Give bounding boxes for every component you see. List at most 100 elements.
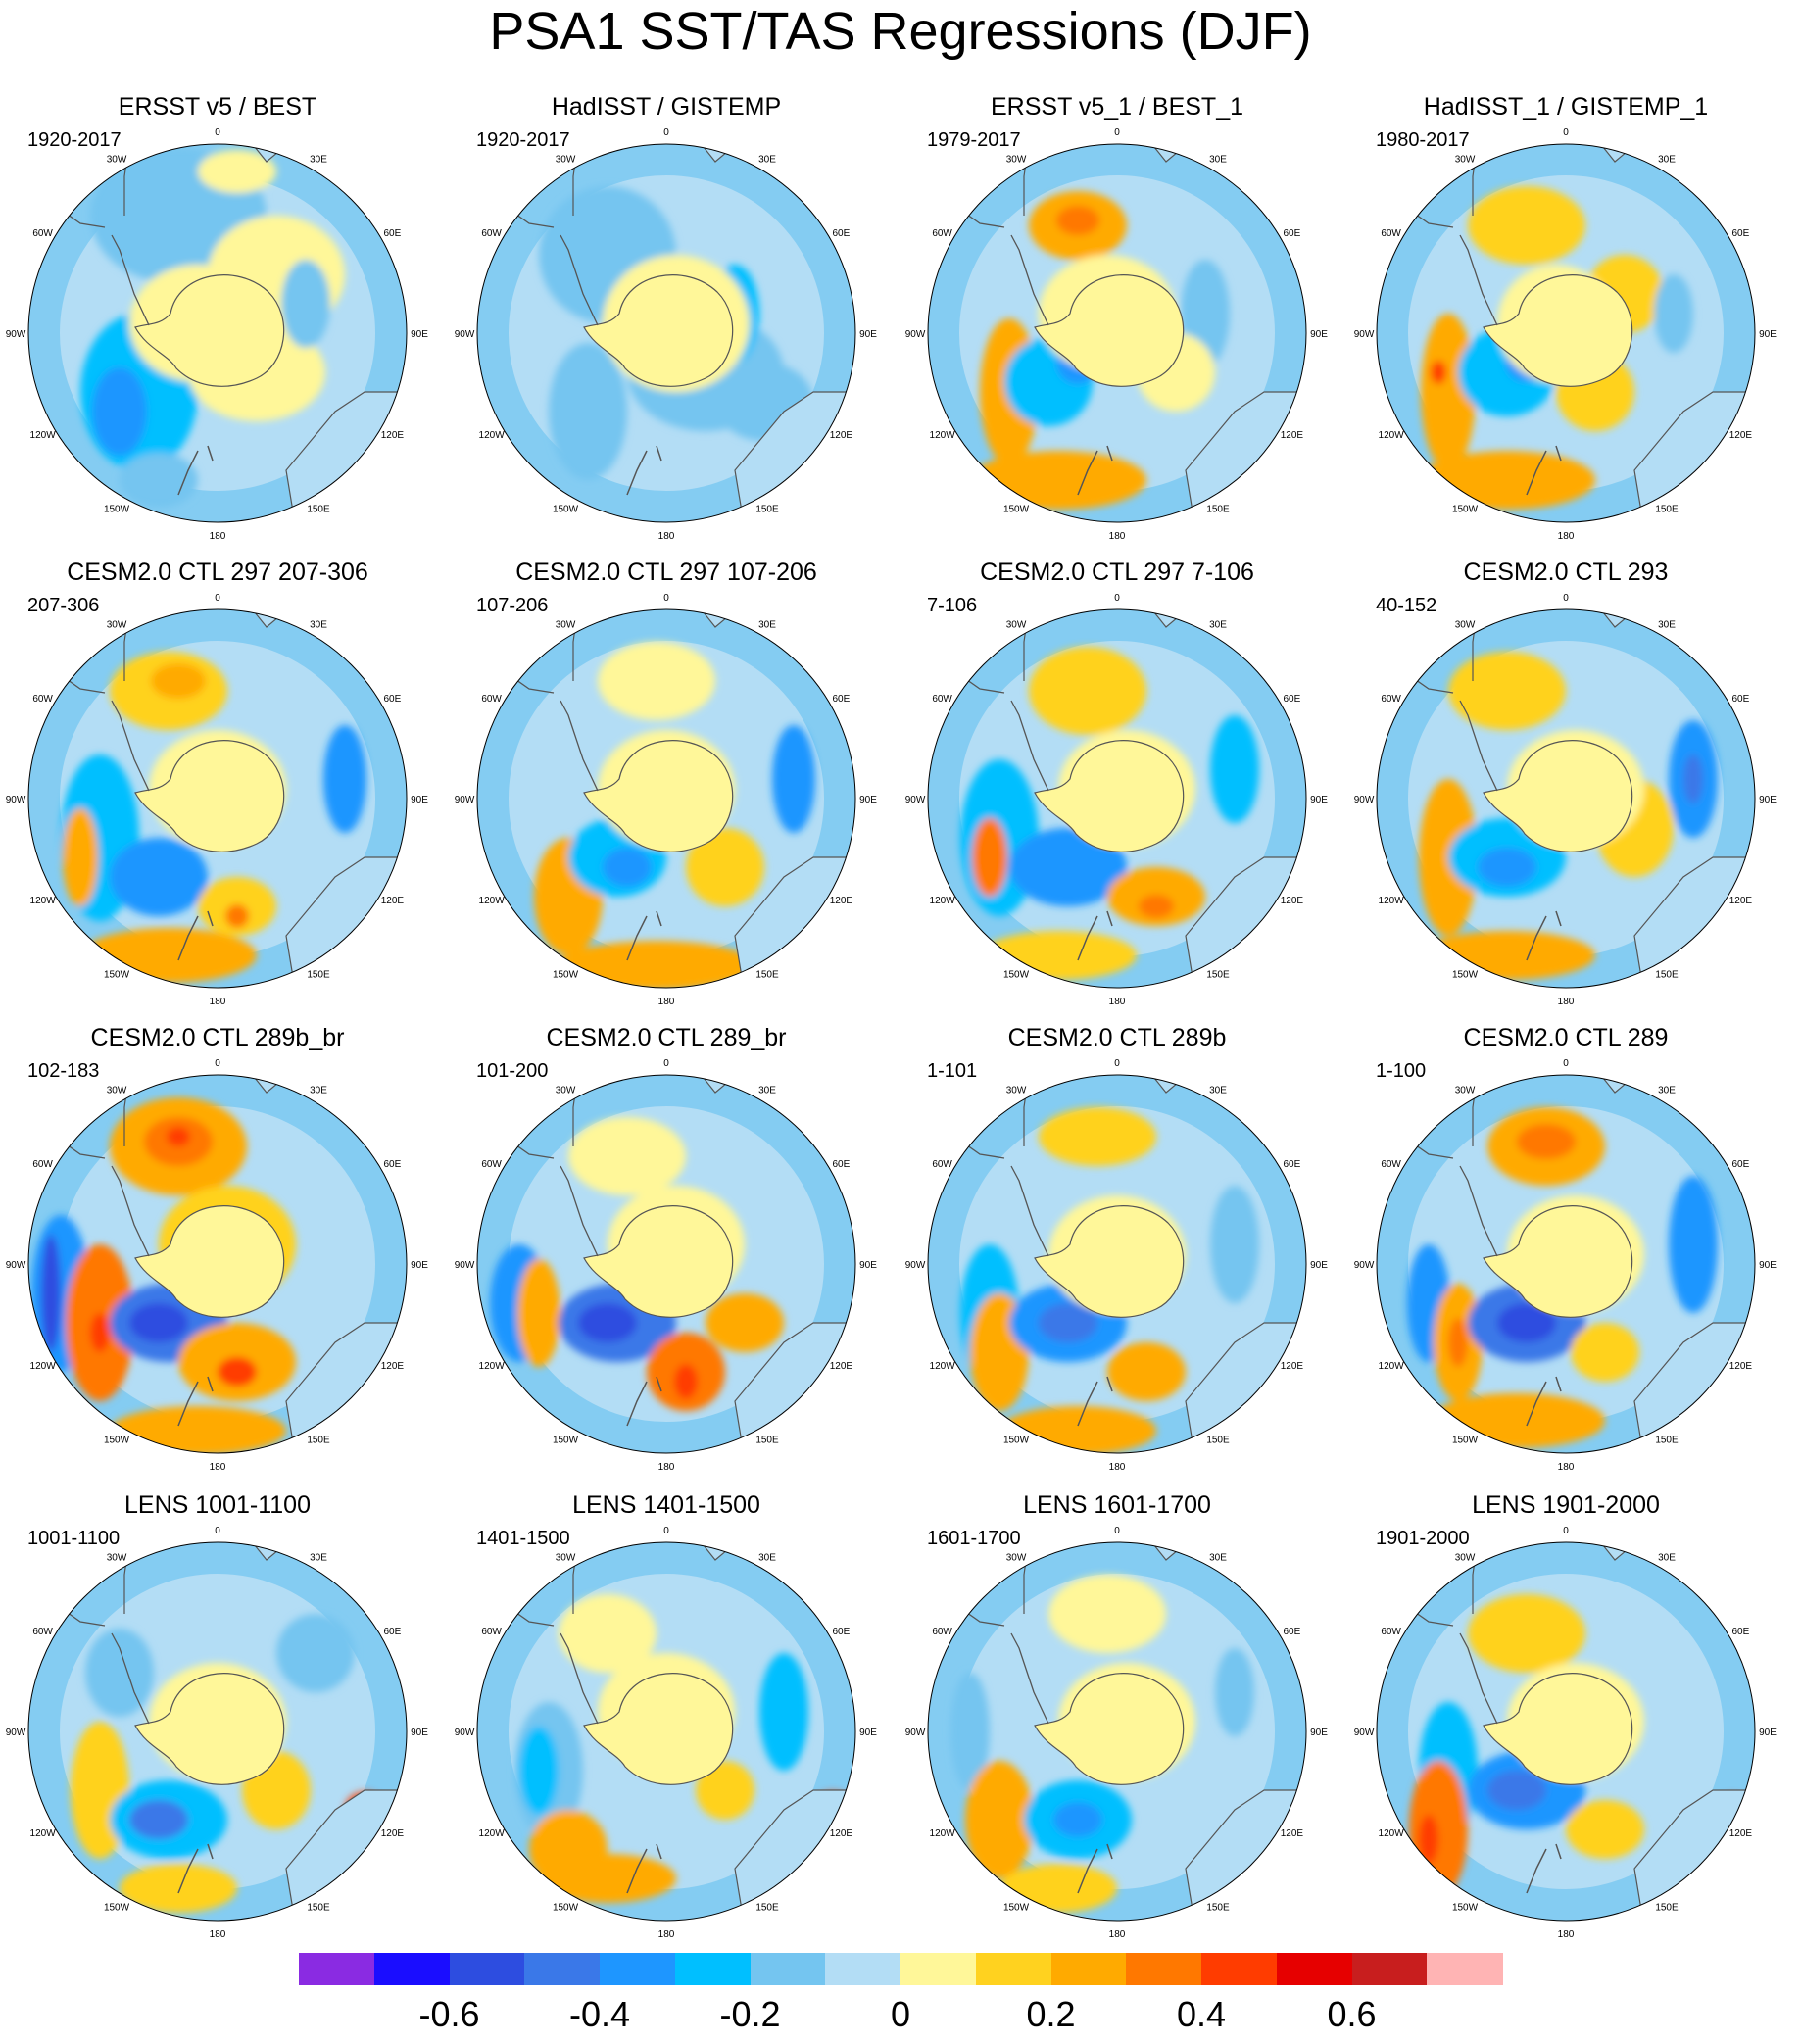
longitude-label: 30W: [1006, 1086, 1027, 1096]
main-title: PSA1 SST/TAS Regressions (DJF): [489, 2, 1312, 61]
longitude-label: 30W: [1455, 620, 1476, 631]
contour-region: [598, 642, 715, 720]
colorbar-swatch: [750, 1953, 826, 1985]
contour-region: [965, 1761, 1034, 1878]
longitude-label: 30E: [758, 1553, 776, 1564]
map-panel: 0 30E 60E 90E 120E 150E 180 150W 120W 90W 60W 30W Ha…: [1354, 93, 1777, 542]
contour-region: [1468, 1594, 1585, 1673]
longitude-label: 150W: [553, 969, 579, 980]
longitude-label: 120W: [1379, 1828, 1405, 1839]
longitude-label: 150E: [1206, 504, 1230, 514]
panel-period: 1-100: [1376, 1060, 1427, 1082]
longitude-label: 150W: [553, 1435, 579, 1445]
contour-region: [970, 451, 1146, 510]
new-zealand-coast: [626, 445, 662, 496]
longitude-label: 60E: [1732, 1159, 1750, 1170]
longitude-label: 60W: [32, 228, 53, 239]
contour-region: [549, 343, 627, 480]
longitude-label: 30E: [310, 620, 327, 631]
longitude-label: 120E: [1281, 1828, 1304, 1839]
contour-region: [559, 1594, 657, 1673]
longitude-label: 150W: [104, 1902, 130, 1913]
contour-region: [519, 1727, 559, 1815]
longitude-label: 30E: [1209, 155, 1227, 166]
longitude-label: 0: [1114, 127, 1120, 138]
longitude-label: 0: [663, 1058, 669, 1069]
longitude-label: 90W: [1354, 795, 1375, 805]
polar-map: 0 30E 60E 90E 120E 150E 180 150W 120W 90W 60W 30W: [1354, 1058, 1777, 1473]
colorbar-tick-label: -0.2: [719, 1994, 781, 2034]
polar-map: 0 30E 60E 90E 120E 150E 180 150W 120W 90W 60W 30W: [455, 1526, 878, 1940]
colorbar-swatch: [1351, 1953, 1428, 1985]
antarctic-peninsula: [560, 700, 599, 792]
contour-region: [1419, 1815, 1438, 1864]
contour-region: [198, 150, 276, 193]
map-boundary: [27, 1541, 408, 1922]
panel-period: 102-183: [27, 1060, 100, 1082]
panel-title: CESM2.0 CTL 289b_br: [90, 1024, 345, 1051]
longitude-label: 60E: [1732, 1627, 1750, 1637]
polar-map: 0 30E 60E 90E 120E 150E 180 150W 120W 90W 60W 30W: [1354, 1526, 1777, 1940]
contour-region: [1431, 361, 1446, 384]
contour-region: [41, 1235, 61, 1352]
panel-period: 1-101: [927, 1060, 978, 1082]
antarctica-landmass: [583, 740, 734, 852]
map-panel: 0 30E 60E 90E 120E 150E 180 150W 120W 90W 60W 30W LE…: [455, 1491, 878, 1940]
contour-region: [1029, 647, 1146, 735]
contour-region: [1478, 848, 1536, 887]
new-zealand-coast: [177, 445, 214, 496]
longitude-label: 120E: [1281, 1361, 1304, 1372]
longitude-label: 180: [1109, 1929, 1126, 1940]
longitude-label: 0: [1563, 1058, 1569, 1069]
panel-period: 1001-1100: [27, 1528, 121, 1549]
new-zealand-coast: [626, 910, 662, 961]
panel-title: LENS 1001-1100: [124, 1491, 311, 1519]
contour-region: [1419, 451, 1595, 510]
colorbar-swatch: [1126, 1953, 1202, 1985]
longitude-label: 150W: [553, 504, 579, 514]
longitude-label: 60E: [1284, 694, 1301, 705]
map-boundary: [476, 1074, 856, 1454]
panel-period: 40-152: [1376, 595, 1437, 616]
longitude-label: 180: [210, 1462, 226, 1473]
longitude-label: 90W: [455, 1260, 475, 1271]
longitude-label: 120E: [1729, 430, 1753, 441]
colorbar-swatch: [1050, 1953, 1127, 1985]
longitude-label: 30E: [1209, 1553, 1227, 1564]
new-zealand-coast: [1526, 445, 1562, 496]
longitude-label: 60E: [833, 228, 851, 239]
antarctic-peninsula: [560, 1632, 599, 1725]
longitude-label: 120E: [381, 430, 405, 441]
map-panel: 0 30E 60E 90E 120E 150E 180 150W 120W 90W 60W 30W LE…: [1354, 1491, 1777, 1940]
contour-region: [1048, 1575, 1166, 1653]
antarctic-peninsula: [1010, 234, 1049, 326]
antarctic-peninsula: [560, 234, 599, 326]
contour-region: [1210, 715, 1259, 823]
longitude-label: 30E: [1658, 155, 1676, 166]
longitude-label: 90W: [455, 795, 475, 805]
antarctica-landmass: [583, 1673, 734, 1785]
contour-region: [568, 1117, 686, 1195]
longitude-label: 120E: [1729, 896, 1753, 906]
longitude-label: 30W: [556, 155, 576, 166]
contour-region: [1654, 274, 1693, 353]
antarctica-landmass: [1034, 1673, 1185, 1785]
map-boundary: [1376, 1541, 1756, 1922]
polar-map: 0 30E 60E 90E 120E 150E 180 150W 120W 90W 60W 30W: [6, 1526, 429, 1940]
map-panel: 0 30E 60E 90E 120E 150E 180 150W 120W 90W 60W 30W CE…: [905, 1024, 1329, 1473]
new-zealand-coast: [1077, 1843, 1113, 1894]
contour-region: [281, 260, 330, 348]
longitude-label: 120W: [1379, 896, 1405, 906]
longitude-label: 150E: [755, 1902, 779, 1913]
new-zealand-coast: [177, 1376, 214, 1427]
longitude-label: 0: [1114, 1526, 1120, 1536]
map-boundary: [27, 608, 408, 989]
map-boundary: [1376, 608, 1756, 989]
map-panel: 0 30E 60E 90E 120E 150E 180 150W 120W 90W 60W 30W Ha…: [455, 93, 878, 542]
longitude-label: 120E: [830, 1828, 853, 1839]
contour-region: [759, 1653, 808, 1771]
new-zealand-coast: [1077, 445, 1113, 496]
longitude-label: 120W: [479, 1361, 506, 1372]
longitude-label: 60W: [932, 1627, 952, 1637]
longitude-label: 150W: [104, 504, 130, 514]
